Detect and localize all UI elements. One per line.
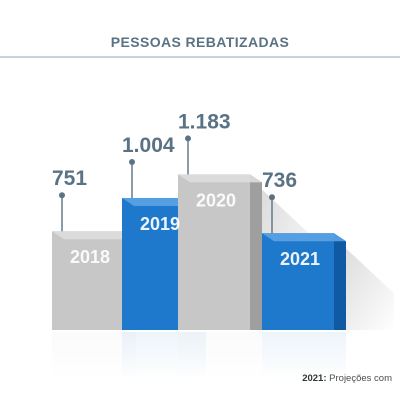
bar-side-2020 — [250, 174, 262, 330]
marker-dot-2021 — [269, 194, 275, 201]
footnote-text: Projeções com — [329, 373, 392, 384]
bar-side-2021 — [334, 233, 346, 330]
bar-top-2021 — [262, 233, 346, 242]
data-label-2019: 1.004 — [122, 134, 175, 157]
tick-label-2020: 2020 — [196, 190, 236, 210]
bar-top-2020 — [178, 174, 262, 183]
bar-2021 — [262, 233, 334, 330]
data-label-2018: 751 — [52, 167, 87, 190]
marker-dot-2019 — [129, 158, 135, 165]
tick-label-2021: 2021 — [280, 249, 320, 269]
tick-label-2018: 2018 — [70, 247, 110, 267]
chart-title: PESSOAS REBATIZADAS — [110, 34, 290, 50]
title-divider — [0, 56, 400, 58]
bar-2018 — [52, 231, 124, 330]
bar-top-2018 — [52, 231, 136, 240]
bar-shadow-2021 — [334, 237, 394, 330]
footnote: 2021: Projeções com — [302, 373, 392, 384]
data-label-2021: 736 — [262, 169, 297, 192]
marker-dot-2020 — [185, 135, 191, 142]
reflection-fade — [0, 331, 400, 381]
footnote-year: 2021: — [302, 373, 327, 384]
tick-label-2019: 2019 — [140, 214, 180, 234]
bar-2020 — [178, 174, 250, 330]
marker-dot-2018 — [59, 192, 65, 199]
data-label-2020: 1.183 — [178, 110, 231, 133]
